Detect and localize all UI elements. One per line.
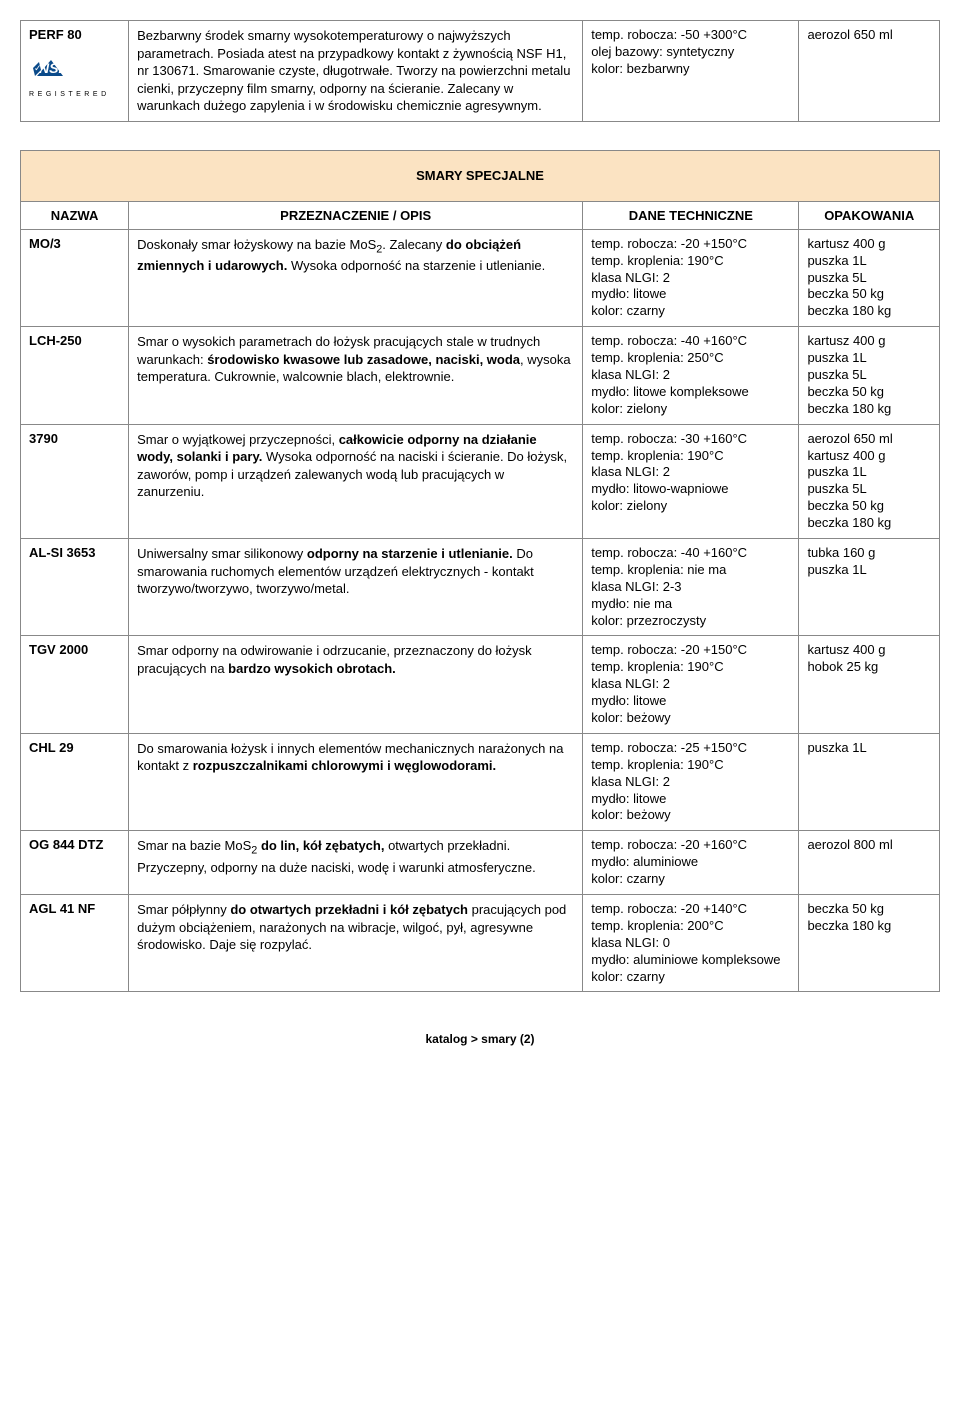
header-tech: DANE TECHNICZNE <box>583 201 799 229</box>
svg-text:NSF: NSF <box>39 60 67 76</box>
product-tech: temp. robocza: -20 +150°Ctemp. kroplenia… <box>583 229 799 326</box>
product-tech: temp. robocza: -30 +160°Ctemp. kroplenia… <box>583 424 799 538</box>
product-name: CHL 29 <box>21 733 129 830</box>
product-tech: temp. robocza: -20 +140°Ctemp. kroplenia… <box>583 895 799 992</box>
product-pack: kartusz 400 gpuszka 1Lpuszka 5Lbeczka 50… <box>799 229 940 326</box>
product-name: LCH-250 <box>21 327 129 424</box>
top-product-table: PERF 80 NSF ✓ R E G I S T E R E D Bezbar… <box>20 20 940 122</box>
page-footer: katalog > smary (2) <box>20 1032 940 1046</box>
product-name: MO/3 <box>21 229 129 326</box>
nsf-logo: NSF ✓ R E G I S T E R E D <box>29 48 120 98</box>
product-desc: Smar odporny na odwirowanie i odrzucanie… <box>129 636 583 733</box>
top-product-desc: Bezbarwny środek smarny wysokotemperatur… <box>129 21 583 122</box>
table-row: OG 844 DTZSmar na bazie MoS2 do lin, kół… <box>21 831 940 895</box>
product-tech: temp. robocza: -20 +150°Ctemp. kroplenia… <box>583 636 799 733</box>
table-row: LCH-250Smar o wysokich parametrach do ło… <box>21 327 940 424</box>
section-title: SMARY SPECJALNE <box>21 150 940 201</box>
table-row: TGV 2000Smar odporny na odwirowanie i od… <box>21 636 940 733</box>
top-product-pack: aerozol 650 ml <box>799 21 940 122</box>
product-tech: temp. robocza: -25 +150°Ctemp. kroplenia… <box>583 733 799 830</box>
header-pack: OPAKOWANIA <box>799 201 940 229</box>
table-row: AL-SI 3653Uniwersalny smar silikonowy od… <box>21 538 940 635</box>
product-desc: Smar półpłynny do otwartych przekładni i… <box>129 895 583 992</box>
product-pack: kartusz 400 ghobok 25 kg <box>799 636 940 733</box>
product-desc: Smar na bazie MoS2 do lin, kół zębatych,… <box>129 831 583 895</box>
product-name: AL-SI 3653 <box>21 538 129 635</box>
column-headers-row: NAZWA PRZEZNACZENIE / OPIS DANE TECHNICZ… <box>21 201 940 229</box>
product-name: PERF 80 <box>29 27 120 42</box>
product-pack: aerozol 650 mlkartusz 400 gpuszka 1Lpusz… <box>799 424 940 538</box>
table-row: CHL 29Do smarowania łożysk i innych elem… <box>21 733 940 830</box>
header-desc: PRZEZNACZENIE / OPIS <box>129 201 583 229</box>
product-desc: Doskonały smar łożyskowy na bazie MoS2. … <box>129 229 583 326</box>
product-tech: temp. robocza: -40 +160°Ctemp. kroplenia… <box>583 538 799 635</box>
table-row: AGL 41 NFSmar półpłynny do otwartych prz… <box>21 895 940 992</box>
header-name: NAZWA <box>21 201 129 229</box>
product-pack: tubka 160 gpuszka 1L <box>799 538 940 635</box>
top-product-name-cell: PERF 80 NSF ✓ R E G I S T E R E D <box>21 21 129 122</box>
table-row: MO/3Doskonały smar łożyskowy na bazie Mo… <box>21 229 940 326</box>
product-desc: Smar o wyjątkowej przyczepności, całkowi… <box>129 424 583 538</box>
table-row: 3790Smar o wyjątkowej przyczepności, cał… <box>21 424 940 538</box>
top-product-row: PERF 80 NSF ✓ R E G I S T E R E D Bezbar… <box>21 21 940 122</box>
product-pack: kartusz 400 gpuszka 1Lpuszka 5Lbeczka 50… <box>799 327 940 424</box>
product-tech: temp. robocza: -40 +160°Ctemp. kroplenia… <box>583 327 799 424</box>
product-name: OG 844 DTZ <box>21 831 129 895</box>
product-pack: beczka 50 kgbeczka 180 kg <box>799 895 940 992</box>
product-pack: puszka 1L <box>799 733 940 830</box>
products-table: SMARY SPECJALNE NAZWA PRZEZNACZENIE / OP… <box>20 150 940 993</box>
product-name: AGL 41 NF <box>21 895 129 992</box>
section-header-row: SMARY SPECJALNE <box>21 150 940 201</box>
product-name: 3790 <box>21 424 129 538</box>
product-pack: aerozol 800 ml <box>799 831 940 895</box>
product-name: TGV 2000 <box>21 636 129 733</box>
product-desc: Uniwersalny smar silikonowy odporny na s… <box>129 538 583 635</box>
product-desc: Do smarowania łożysk i innych elementów … <box>129 733 583 830</box>
svg-text:✓: ✓ <box>34 63 42 73</box>
product-desc: Smar o wysokich parametrach do łożysk pr… <box>129 327 583 424</box>
nsf-registered-text: R E G I S T E R E D <box>29 91 120 98</box>
top-product-tech: temp. robocza: -50 +300°Colej bazowy: sy… <box>583 21 799 122</box>
product-tech: temp. robocza: -20 +160°Cmydło: aluminio… <box>583 831 799 895</box>
